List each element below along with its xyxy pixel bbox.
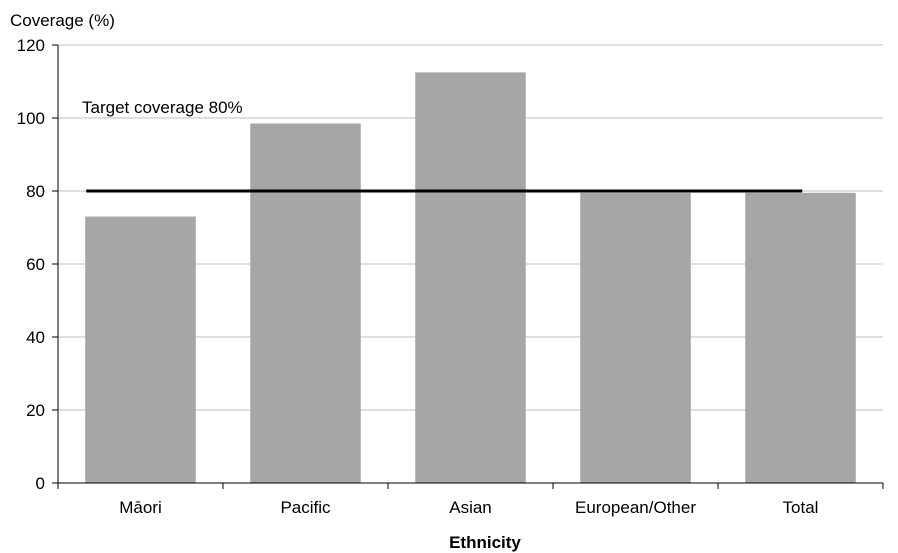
bars <box>85 72 856 484</box>
x-tick-label: Pacific <box>280 498 331 517</box>
x-tick-label: Total <box>783 498 819 517</box>
x-tick-label: Māori <box>119 498 162 517</box>
y-tick-label: 120 <box>17 36 45 55</box>
bar <box>250 123 361 483</box>
bar <box>85 216 196 484</box>
y-tick-label: 0 <box>36 474 45 493</box>
y-tick-labels: 0 20 40 60 80 100 120 <box>17 36 45 493</box>
y-tick-label: 20 <box>26 401 45 420</box>
y-axis-title: Coverage (%) <box>10 11 115 30</box>
bar <box>415 72 526 483</box>
x-tick-labels: Māori Pacific Asian European/Other Total <box>119 498 818 517</box>
y-tick-label: 60 <box>26 255 45 274</box>
axes <box>52 44 884 489</box>
target-label: Target coverage 80% <box>82 98 243 117</box>
y-tick-label: 40 <box>26 328 45 347</box>
y-tick-label: 80 <box>26 182 45 201</box>
x-tick-label: Asian <box>449 498 492 517</box>
bar <box>745 192 856 483</box>
y-tick-label: 100 <box>17 109 45 128</box>
x-axis-title: Ethnicity <box>449 533 521 552</box>
bar <box>580 192 691 483</box>
x-tick-label: European/Other <box>575 498 696 517</box>
